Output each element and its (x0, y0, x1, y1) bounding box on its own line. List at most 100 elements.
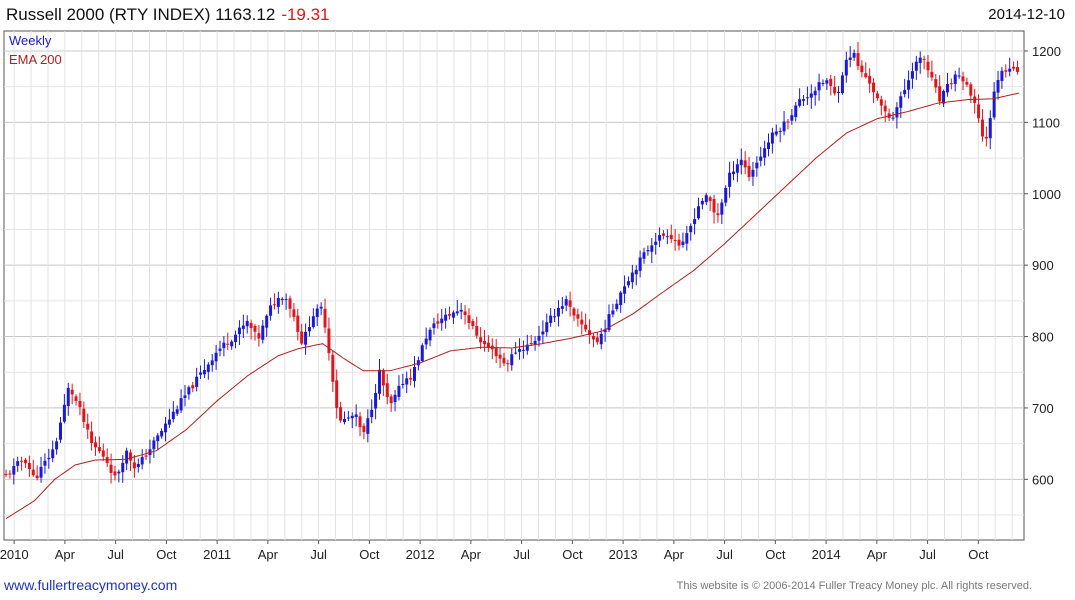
candle-body (735, 164, 739, 173)
candle-body (90, 431, 94, 444)
candle-body (202, 370, 206, 375)
candle-body (603, 329, 607, 333)
candle-body (58, 422, 62, 440)
candle-body (66, 387, 70, 407)
candle-body (961, 76, 965, 82)
candle-body (681, 241, 685, 245)
candle-body (700, 200, 704, 205)
candle-body (144, 455, 148, 457)
candle-body (448, 314, 452, 316)
candle-body (226, 343, 230, 345)
candle-body (327, 328, 331, 354)
candle-body (498, 354, 502, 359)
candle-body (747, 165, 751, 177)
candle-body (829, 78, 833, 86)
candle-body (739, 159, 743, 166)
candle-body (444, 314, 448, 321)
candle-body (222, 342, 226, 349)
candle-body (47, 457, 51, 460)
grid-lines (4, 31, 1024, 540)
candle-body (284, 299, 288, 301)
candle-body (949, 83, 953, 85)
candle-body (323, 308, 327, 328)
candle-body (8, 473, 12, 475)
candle-body (728, 172, 732, 187)
candle-body (210, 360, 214, 366)
candle-body (899, 96, 903, 108)
candle-body (615, 303, 619, 310)
plot-area (3, 30, 1025, 541)
candle-body (164, 423, 168, 433)
x-tick-label: 2010 (0, 547, 29, 562)
candle-body (502, 357, 506, 364)
candle-body (43, 460, 47, 466)
candle-body (568, 300, 572, 307)
candle-body (852, 52, 856, 58)
candle-body (307, 327, 311, 332)
candle-body (642, 252, 646, 259)
candle-body (471, 321, 475, 327)
candle-body (521, 349, 525, 351)
candle-body (62, 404, 66, 422)
candle-body (743, 160, 747, 168)
candle-body (362, 425, 366, 432)
candle-body (910, 71, 914, 79)
candle-body (720, 202, 724, 215)
candle-body (685, 233, 689, 244)
candle-body (1008, 68, 1012, 72)
candle-body (506, 363, 510, 365)
candle-body (525, 344, 529, 351)
candle-body (817, 82, 821, 91)
candle-body (187, 387, 191, 395)
x-tick-label: Oct (562, 547, 583, 562)
candle-body (183, 395, 187, 398)
candle-body (269, 305, 273, 316)
candle-body (199, 372, 203, 375)
candle-body (564, 299, 568, 306)
candle-body (945, 84, 949, 93)
candle-body (840, 75, 844, 94)
x-tick-label: 2014 (812, 547, 841, 562)
candle-body (253, 326, 257, 332)
candle-body (938, 86, 942, 102)
candles (4, 41, 1019, 485)
candle-body (152, 440, 156, 450)
candle-body (35, 475, 39, 479)
x-tick-label: Jul (310, 547, 327, 562)
candle-body (315, 308, 319, 317)
x-tick-label: Apr (258, 547, 279, 562)
candle-body (794, 105, 798, 118)
copyright-notice: This website is © 2006-2014 Fuller Treac… (676, 580, 1032, 592)
candle-body (27, 462, 31, 470)
candle-body (440, 318, 444, 324)
candle-body (599, 333, 603, 345)
candle-body (868, 75, 872, 84)
candle-body (370, 409, 374, 418)
candle-body (782, 121, 786, 132)
candle-body (94, 442, 98, 448)
candle-body (206, 364, 210, 372)
x-tick-label: Oct (968, 547, 989, 562)
candle-body (996, 80, 1000, 93)
candle-body (109, 464, 113, 473)
candle-body (1000, 70, 1004, 81)
candle-body (576, 314, 580, 319)
y-tick-label: 800 (1032, 330, 1054, 345)
candle-body (825, 80, 829, 84)
website-link[interactable]: www.fullertreacymoney.com (4, 577, 178, 593)
candle-body (556, 307, 560, 317)
candle-body (965, 81, 969, 85)
candle-body (607, 314, 611, 331)
candle-body (97, 447, 101, 452)
x-tick-label: Jul (716, 547, 733, 562)
x-tick-label: Apr (461, 547, 482, 562)
candle-body (234, 334, 238, 343)
candle-body (160, 430, 164, 437)
candle-body (584, 324, 588, 330)
x-tick-label: 2012 (406, 547, 435, 562)
candle-body (245, 320, 249, 327)
candle-body (171, 411, 175, 420)
x-tick-label: Jul (513, 547, 530, 562)
candle-body (366, 418, 370, 434)
candle-body (136, 463, 140, 468)
